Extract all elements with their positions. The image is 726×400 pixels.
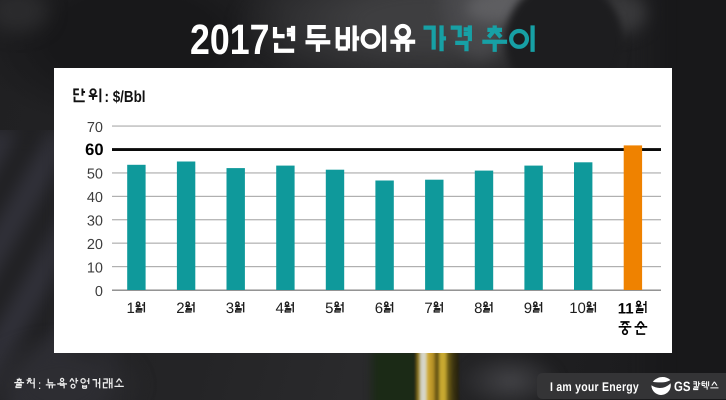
svg-text:50: 50 bbox=[87, 167, 103, 183]
svg-text:9: 9 bbox=[524, 300, 532, 317]
svg-text:5: 5 bbox=[325, 300, 333, 317]
svg-text:30: 30 bbox=[87, 214, 103, 230]
svg-text:70: 70 bbox=[87, 120, 103, 136]
svg-text:3: 3 bbox=[226, 300, 234, 317]
svg-text:GS: GS bbox=[674, 379, 691, 394]
svg-text:1: 1 bbox=[127, 300, 135, 317]
svg-text:20: 20 bbox=[87, 237, 103, 253]
svg-text:I am your Energy: I am your Energy bbox=[550, 380, 639, 394]
svg-text:2: 2 bbox=[176, 300, 184, 317]
svg-text:2017: 2017 bbox=[190, 17, 270, 64]
svg-text:10: 10 bbox=[569, 300, 586, 317]
svg-text:7: 7 bbox=[424, 300, 432, 317]
svg-text:11: 11 bbox=[618, 300, 634, 317]
svg-text:0: 0 bbox=[95, 284, 103, 300]
svg-text:10: 10 bbox=[87, 260, 103, 276]
svg-text:: $/Bbl: : $/Bbl bbox=[105, 89, 146, 106]
svg-text::: : bbox=[38, 378, 41, 392]
svg-text:6: 6 bbox=[375, 300, 383, 317]
svg-text:4: 4 bbox=[276, 300, 284, 317]
svg-text:60: 60 bbox=[85, 141, 103, 159]
svg-text:8: 8 bbox=[474, 300, 482, 317]
svg-text:40: 40 bbox=[87, 190, 103, 206]
